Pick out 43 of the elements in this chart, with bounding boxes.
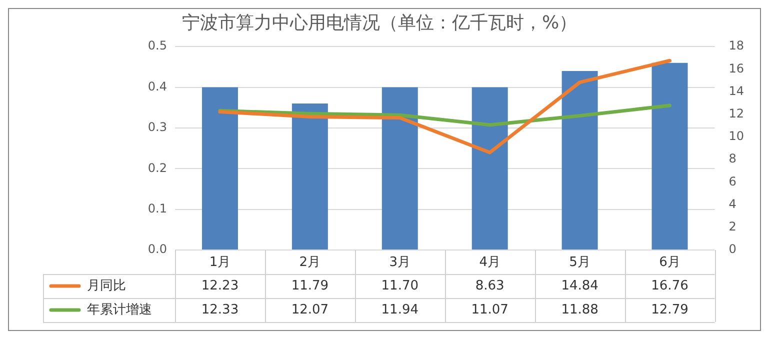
legend-label: 月同比 [87,278,126,294]
data-label: 11.79 [291,278,329,294]
y-tick-label: 0.5 [148,38,167,53]
x-tick-label: 1月 [209,255,231,270]
data-label: 12.23 [201,278,239,294]
y2-tick-label: 8 [728,152,736,166]
y2-tick-label: 4 [728,196,736,211]
y2-tick-label: 18 [728,38,744,53]
y-tick-label: 0.2 [148,160,167,175]
y-tick-label: 0.0 [148,242,167,256]
bar [652,62,688,250]
data-label: 11.70 [381,278,418,294]
data-label: 16.76 [651,278,688,294]
data-label: 14.84 [561,278,598,294]
y-tick-label: 0.1 [148,201,167,216]
bar [292,104,328,250]
y-tick-label: 0.3 [148,120,167,134]
data-label: 12.79 [651,302,688,318]
x-tick-label: 2月 [299,255,321,270]
chart-title: 宁波市算力中心用电情况（单位：亿千瓦时，%） [182,12,578,34]
x-tick-label: 6月 [659,255,680,270]
data-label: 11.07 [471,302,508,318]
y2-tick-label: 12 [728,106,744,121]
y2-tick-label: 0 [728,242,736,256]
x-tick-label: 5月 [569,255,590,270]
data-label: 12.33 [201,302,239,318]
bar [382,87,418,250]
x-tick-label: 3月 [389,255,411,270]
y2-tick-label: 10 [728,129,744,144]
bar [202,87,238,250]
y-tick-label: 0.4 [148,79,167,94]
y2-tick-label: 6 [728,174,736,188]
data-label: 12.07 [291,302,329,318]
bar [562,71,598,250]
legend-label: 年累计增速 [87,302,152,318]
data-label: 11.94 [381,302,418,318]
y2-tick-label: 2 [728,220,736,234]
bar [472,87,508,250]
y2-tick-label: 14 [728,84,744,98]
y2-tick-label: 16 [728,61,744,76]
x-tick-label: 4月 [479,255,500,270]
data-label: 11.88 [561,302,598,318]
data-label: 8.63 [475,278,504,294]
